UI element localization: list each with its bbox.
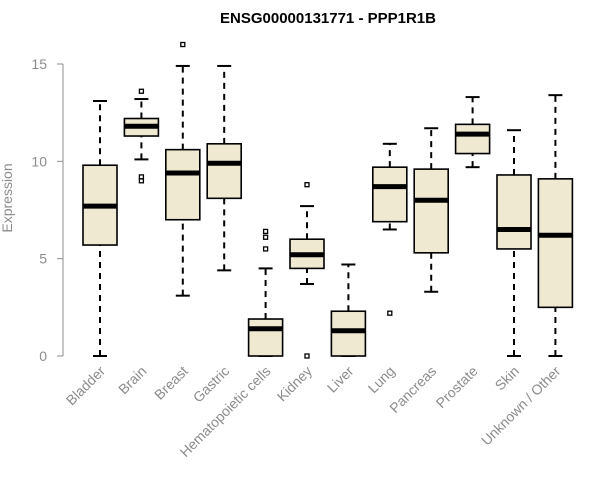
outlier-point xyxy=(138,88,145,94)
outlier-point xyxy=(304,353,310,359)
box-group-prostate xyxy=(454,96,491,169)
box-group-liver xyxy=(330,263,367,357)
outlier-point xyxy=(387,310,393,316)
outlier-point xyxy=(138,178,145,184)
chart-title: ENSG00000131771 - PPP1R1B xyxy=(220,10,436,27)
iqr-box xyxy=(537,178,574,309)
outlier-point xyxy=(262,234,269,240)
outlier-point xyxy=(304,182,310,188)
y-tick-label-5: 5 xyxy=(39,251,47,267)
box-group-skin xyxy=(496,129,532,357)
iqr-box xyxy=(413,168,450,254)
box-group-pancreas xyxy=(413,127,450,293)
outlier-point xyxy=(262,228,269,235)
box-group-gastric xyxy=(206,64,242,272)
box-group-bladder xyxy=(82,99,118,357)
iqr-box xyxy=(371,166,408,223)
iqr-box xyxy=(247,318,284,357)
iqr-box xyxy=(165,148,201,221)
x-tick-label-bladder: Bladder xyxy=(63,363,109,409)
x-tick-label-prostate: Prostate xyxy=(433,363,481,411)
box-group-unknown-other xyxy=(537,94,574,357)
outlier-point xyxy=(180,41,186,48)
x-tick-label-skin: Skin xyxy=(492,363,523,394)
box-group-lung xyxy=(371,142,408,316)
y-axis: 0 5 10 15 xyxy=(31,56,64,364)
y-tick-label-10: 10 xyxy=(31,153,47,169)
iqr-box xyxy=(330,310,367,357)
iqr-box xyxy=(496,174,532,250)
y-tick-label-15: 15 xyxy=(31,56,47,72)
box-group-brain xyxy=(123,88,160,184)
iqr-box xyxy=(454,123,491,155)
x-tick-label-unknown-other: Unknown / Other xyxy=(478,363,564,449)
y-axis-label: Expression xyxy=(0,163,15,232)
iqr-box xyxy=(206,143,242,200)
x-tick-label-liver: Liver xyxy=(324,363,357,396)
x-tick-label-lung: Lung xyxy=(365,363,398,396)
boxes-layer xyxy=(82,41,574,359)
x-tick-label-brain: Brain xyxy=(115,363,149,397)
outlier-point xyxy=(262,246,269,252)
x-tick-label-kidney: Kidney xyxy=(274,363,316,405)
y-tick-label-0: 0 xyxy=(39,348,47,364)
box-group-breast xyxy=(165,41,201,297)
box-group-hematopoietic-cells xyxy=(247,228,284,357)
box-group-kidney xyxy=(289,182,325,359)
x-tick-label-breast: Breast xyxy=(151,363,191,403)
